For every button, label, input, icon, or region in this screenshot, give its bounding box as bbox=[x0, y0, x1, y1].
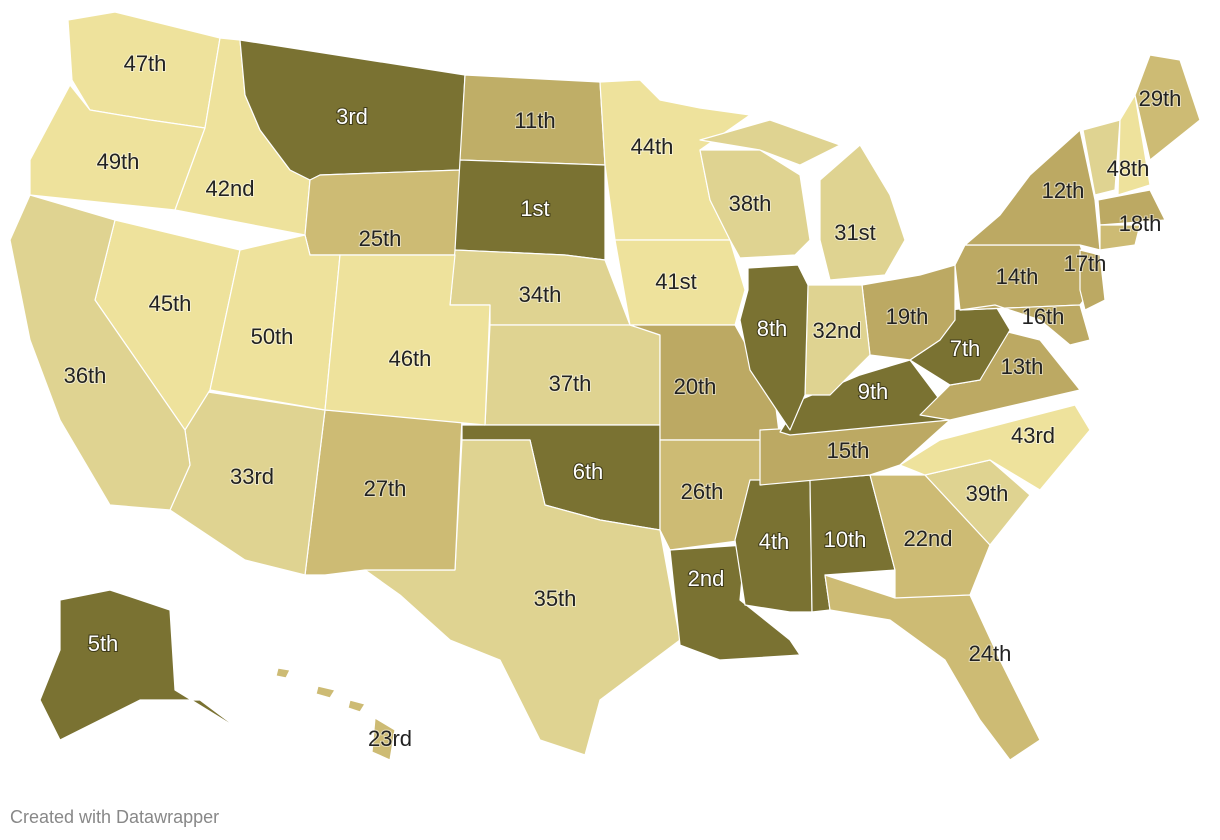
state-label: 19th bbox=[886, 304, 929, 329]
state-label: 2nd bbox=[688, 566, 725, 591]
state-label: 43rd bbox=[1011, 423, 1055, 448]
state-shapes bbox=[9, 11, 1201, 761]
state bbox=[1134, 54, 1201, 161]
state bbox=[39, 589, 241, 741]
state-labels: 47th 49th 42nd 3rd 25th 11th 1st 34th 37th 6th 35t… bbox=[63, 50, 1183, 752]
state-label: 25th bbox=[359, 226, 402, 251]
state-label: 1st bbox=[520, 196, 549, 221]
state-label: 5th bbox=[88, 631, 119, 656]
state bbox=[861, 264, 956, 361]
state bbox=[959, 304, 1091, 346]
state-label: 49th bbox=[97, 149, 140, 174]
state-label: 36th bbox=[64, 363, 107, 388]
state bbox=[364, 439, 681, 756]
state-label: 26th bbox=[681, 479, 724, 504]
state-label: 27th bbox=[364, 476, 407, 501]
state bbox=[324, 254, 491, 426]
state-label: 13th bbox=[1001, 354, 1044, 379]
state-label: 18th bbox=[1119, 211, 1162, 236]
state-label: 4th bbox=[759, 529, 790, 554]
state-label: 10th bbox=[824, 527, 867, 552]
state-label: 35th bbox=[534, 586, 577, 611]
state bbox=[824, 574, 1041, 761]
state-label: 29th bbox=[1139, 86, 1182, 111]
state bbox=[1082, 119, 1121, 196]
state-label: 47th bbox=[124, 51, 167, 76]
state bbox=[614, 239, 746, 326]
state bbox=[315, 685, 336, 699]
state-label: 9th bbox=[858, 379, 889, 404]
state bbox=[9, 194, 191, 511]
state-label: 44th bbox=[631, 134, 674, 159]
state-label: 8th bbox=[757, 316, 788, 341]
state-label: 23rd bbox=[368, 726, 412, 751]
state-label: 15th bbox=[827, 438, 870, 463]
state bbox=[371, 717, 396, 761]
state-label: 24th bbox=[969, 641, 1012, 666]
state-label: 17th bbox=[1064, 251, 1107, 276]
state bbox=[1097, 189, 1166, 226]
state bbox=[699, 119, 841, 166]
state-label: 46th bbox=[389, 346, 432, 371]
state-label: 14th bbox=[996, 264, 1039, 289]
state bbox=[964, 129, 1101, 251]
state bbox=[739, 264, 809, 431]
state-label: 37th bbox=[549, 371, 592, 396]
state-label: 39th bbox=[966, 481, 1009, 506]
state bbox=[899, 404, 1091, 491]
state-label: 33rd bbox=[230, 464, 274, 489]
state-label: 11th bbox=[514, 108, 555, 133]
state-label: 41st bbox=[655, 269, 697, 294]
state bbox=[1099, 224, 1141, 251]
state bbox=[629, 324, 781, 441]
state bbox=[275, 667, 291, 679]
state-label: 7th bbox=[950, 336, 981, 361]
state-label: 3rd bbox=[336, 104, 368, 129]
state bbox=[1117, 94, 1151, 196]
state bbox=[1079, 249, 1106, 311]
footer: Created with Datawrapper bbox=[10, 807, 219, 827]
state bbox=[819, 144, 906, 281]
state bbox=[29, 84, 206, 211]
state bbox=[699, 149, 811, 259]
state-label: 31st bbox=[834, 220, 876, 245]
state-label: 50th bbox=[251, 324, 294, 349]
state-label: 20th bbox=[674, 374, 717, 399]
state-label: 48th bbox=[1107, 156, 1150, 181]
state-label: 22nd bbox=[904, 526, 953, 551]
state-label: 38th bbox=[729, 191, 772, 216]
state-label: 16th bbox=[1022, 304, 1065, 329]
state bbox=[347, 699, 366, 713]
state-label: 45th bbox=[149, 291, 192, 316]
state-label: 6th bbox=[573, 459, 604, 484]
state-label: 12th bbox=[1042, 178, 1085, 203]
state-label: 42nd bbox=[206, 176, 255, 201]
state-label: 32nd bbox=[813, 318, 862, 343]
state-label: 34th bbox=[519, 282, 562, 307]
state bbox=[779, 359, 951, 436]
